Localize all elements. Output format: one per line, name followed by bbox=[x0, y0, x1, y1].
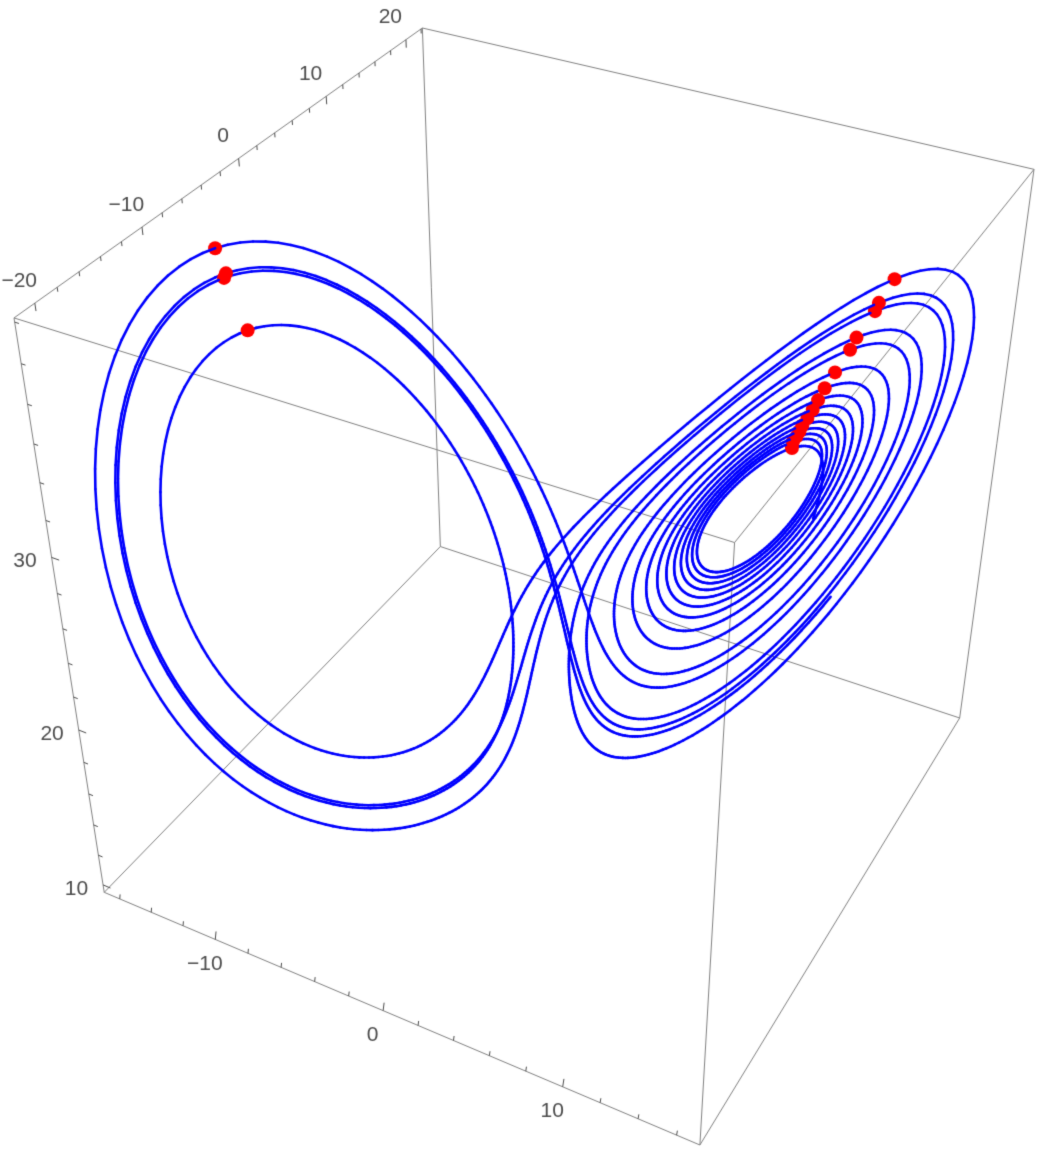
lorenz-plot-figure bbox=[0, 0, 1042, 1151]
lorenz-3d-plot-canvas[interactable] bbox=[0, 0, 1042, 1151]
